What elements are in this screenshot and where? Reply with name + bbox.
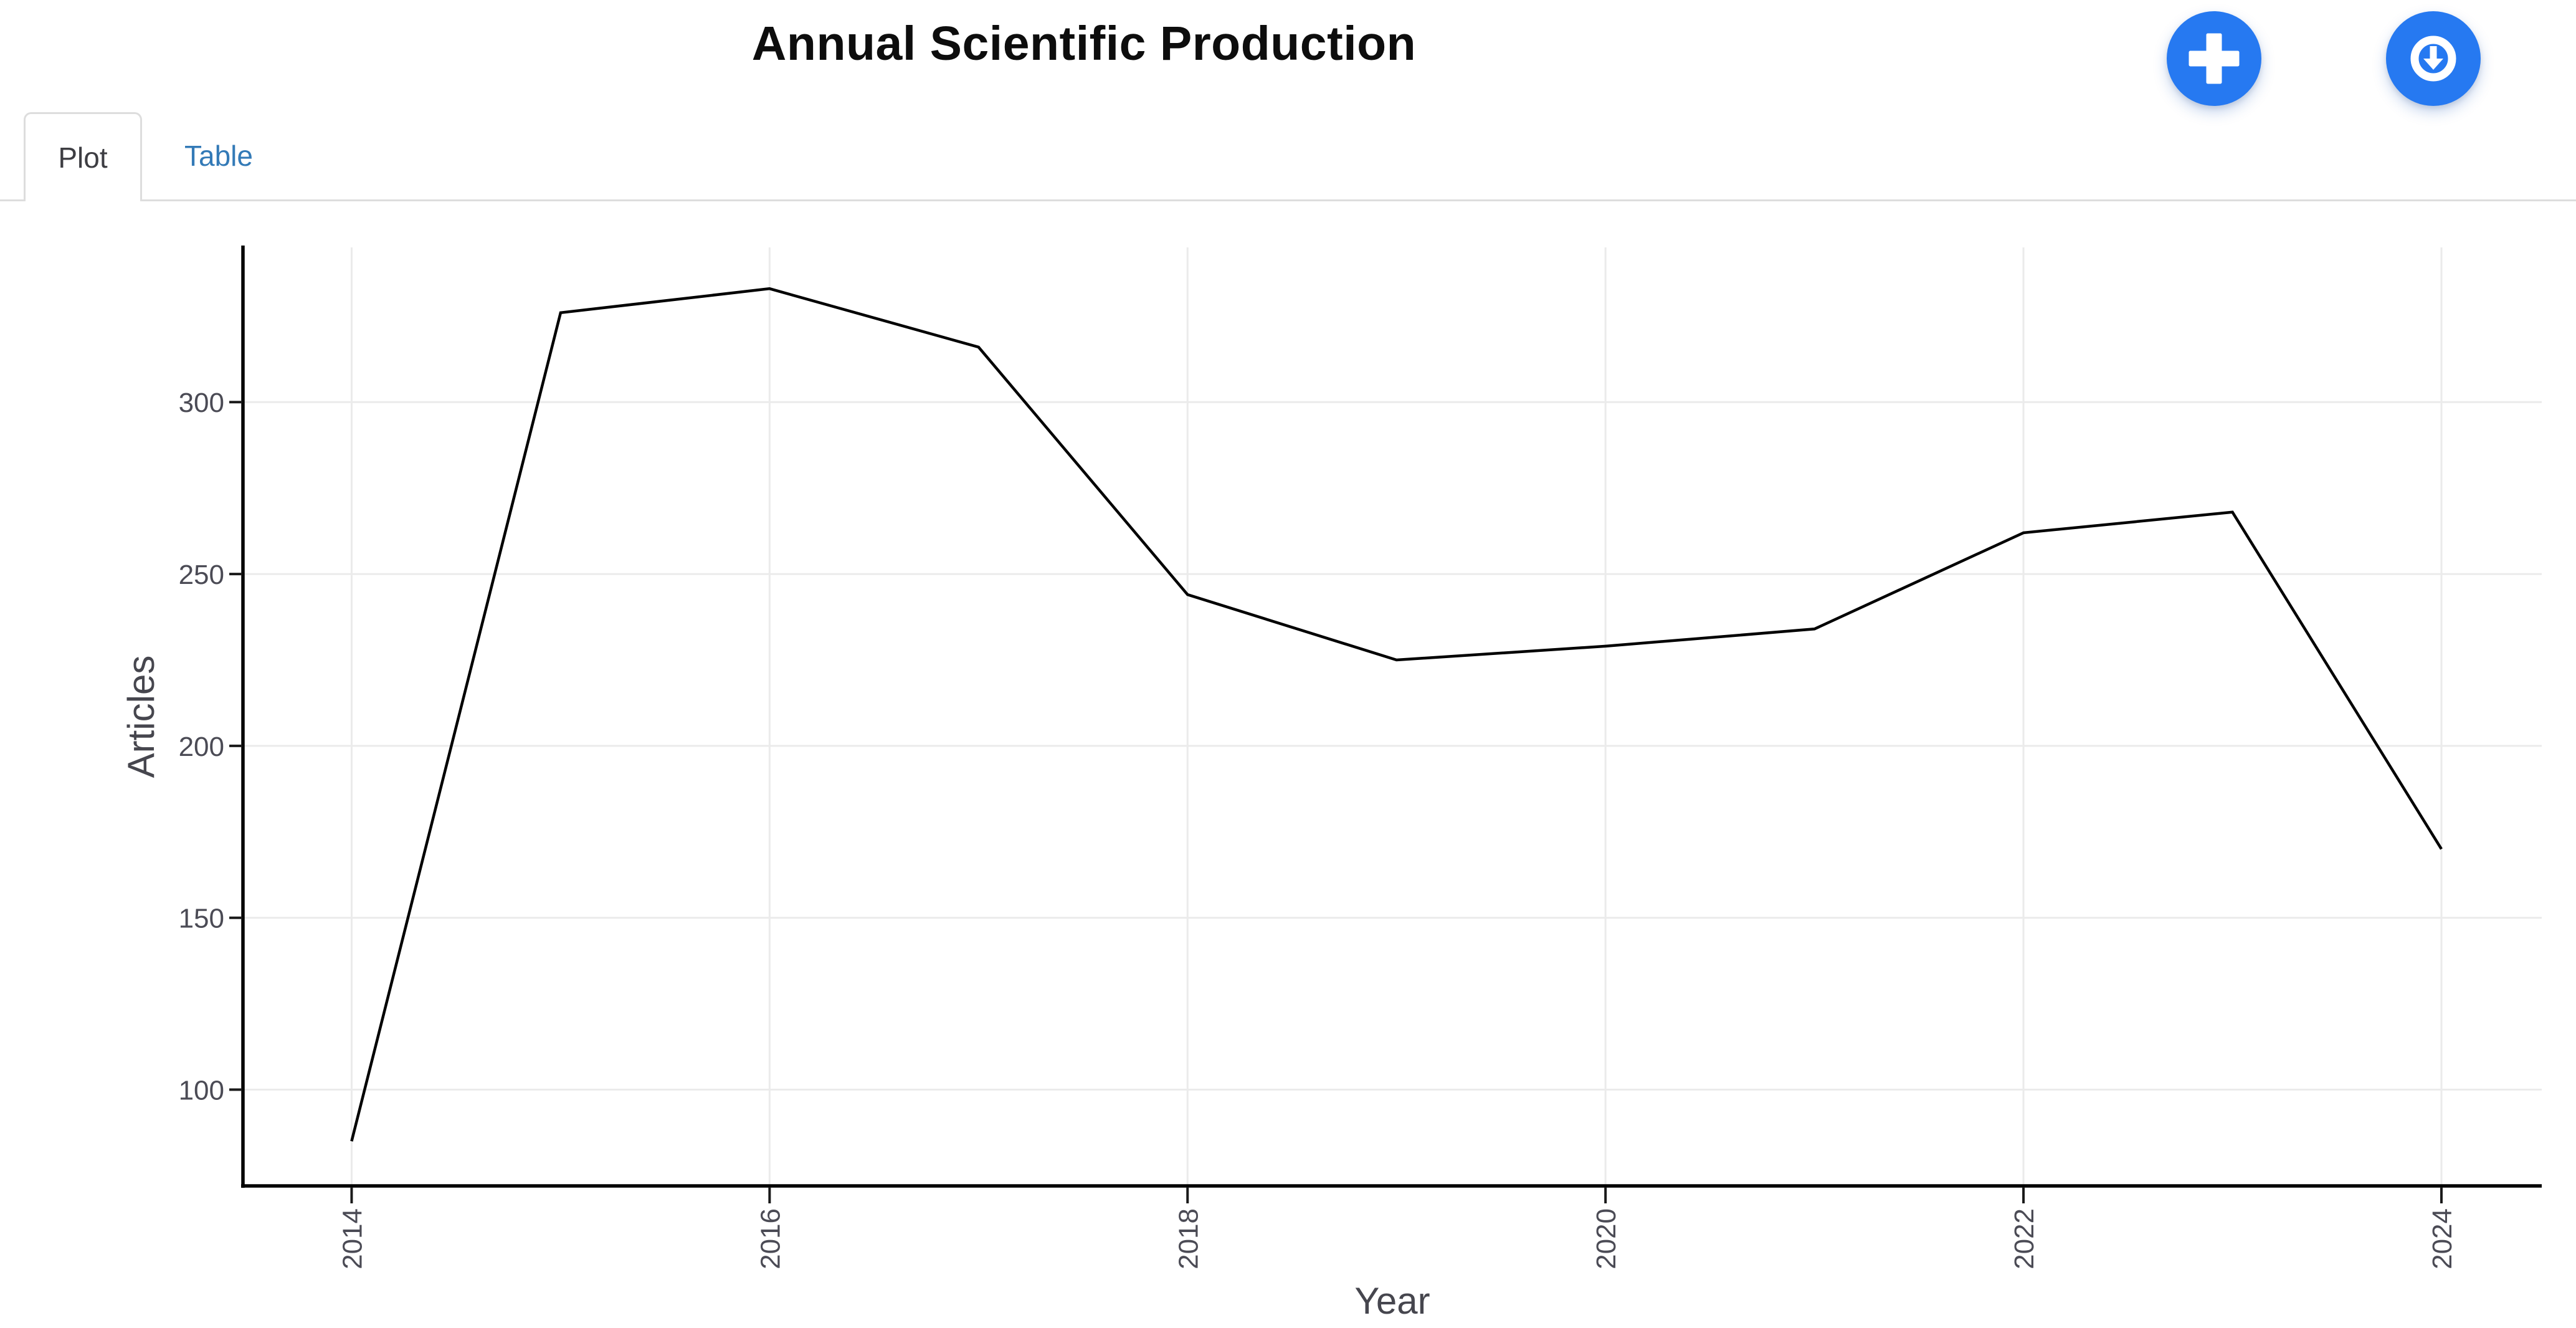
tick-marks-and-labels: 100 150 200 250 300 2014 2016 2018 2020 2022 2024: [179, 388, 2458, 1269]
add-button[interactable]: [2167, 11, 2261, 106]
tab-table-label: Table: [184, 140, 253, 172]
y-axis-title: Articles: [120, 656, 162, 778]
page-title: Annual Scientific Production: [751, 17, 1417, 70]
y-tick-label: 150: [179, 904, 224, 934]
download-circle-icon: [2410, 36, 2456, 82]
x-tick-label: 2014: [337, 1208, 368, 1269]
articles-data-line: [350, 287, 2443, 1142]
axes: [241, 246, 2542, 1188]
download-button[interactable]: [2386, 11, 2481, 106]
y-tick-label: 250: [179, 560, 224, 590]
tab-plot-label: Plot: [58, 141, 108, 174]
x-axis-title: Year: [1354, 1280, 1430, 1322]
x-tick-label: 2018: [1173, 1208, 1204, 1269]
tab-plot[interactable]: Plot: [24, 112, 142, 201]
x-tick-label: 2016: [755, 1208, 786, 1269]
tab-table[interactable]: Table: [144, 112, 293, 199]
y-tick-label: 300: [179, 388, 224, 418]
x-tick-label: 2020: [1591, 1208, 1622, 1269]
plus-icon: [2189, 33, 2240, 84]
tab-bar: Plot Table: [0, 112, 2576, 201]
axis-titles: Articles Year: [120, 656, 1430, 1322]
x-tick-label: 2024: [2427, 1208, 2458, 1269]
gridlines: [243, 247, 2542, 1186]
y-tick-label: 100: [179, 1076, 224, 1106]
x-tick-label: 2022: [2009, 1208, 2040, 1269]
y-tick-label: 200: [179, 732, 224, 762]
